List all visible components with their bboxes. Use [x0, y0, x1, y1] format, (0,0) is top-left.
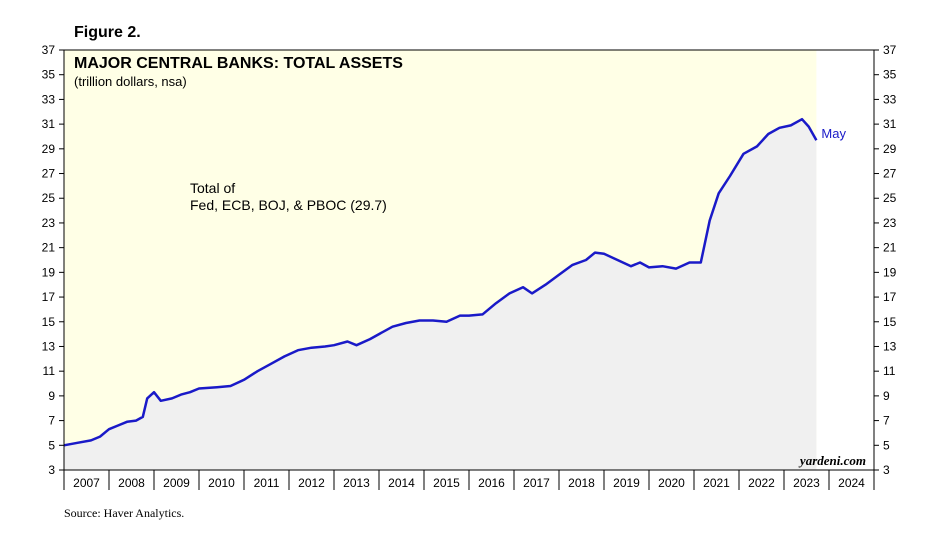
y-tick-label: 33	[42, 92, 56, 106]
y-tick-label: 23	[42, 216, 56, 230]
y-tick-label: 37	[42, 43, 56, 57]
x-tick-label: 2022	[748, 476, 775, 490]
y-tick-label: 15	[42, 315, 56, 329]
y-tick-label: 7	[48, 414, 55, 428]
annotation-line-2: Fed, ECB, BOJ, & PBOC (29.7)	[190, 197, 387, 213]
y-tick-label: 17	[42, 290, 56, 304]
y-tick-label: 3	[883, 463, 890, 477]
x-tick-label: 2020	[658, 476, 685, 490]
y-tick-label: 35	[42, 68, 56, 82]
y-tick-label: 5	[883, 438, 890, 452]
y-tick-label: 31	[883, 117, 897, 131]
x-axis: 2007 2008 2009 2010 2011 2012 2013 2014 2015 2016…	[63, 470, 875, 490]
x-tick-label: 2011	[254, 476, 280, 490]
y-tick-label: 19	[42, 265, 56, 279]
y-tick-label: 11	[883, 364, 896, 378]
y-tick-label: 3	[48, 463, 55, 477]
x-tick-label: 2016	[478, 476, 505, 490]
source-note: Source: Haver Analytics.	[64, 506, 185, 520]
y-tick-label: 7	[883, 414, 890, 428]
series-area	[64, 119, 817, 470]
y-tick-label: 15	[883, 315, 897, 329]
y-tick-label: 37	[883, 43, 897, 57]
brand-watermark: yardeni.com	[798, 453, 866, 468]
x-tick-label: 2023	[793, 476, 820, 490]
y-tick-label: 33	[883, 92, 897, 106]
y-tick-label: 13	[42, 339, 56, 353]
y-tick-label: 19	[883, 265, 897, 279]
y-tick-label: 9	[48, 389, 55, 403]
y-tick-label: 35	[883, 68, 897, 82]
y-tick-label: 27	[42, 167, 56, 181]
x-tick-label: 2017	[523, 476, 550, 490]
y-tick-label: 23	[883, 216, 897, 230]
chart-subtitle: (trillion dollars, nsa)	[74, 74, 187, 89]
y-tick-label: 11	[43, 364, 56, 378]
y-tick-label: 5	[48, 438, 55, 452]
y-tick-label: 31	[42, 117, 56, 131]
x-tick-label: 2010	[208, 476, 235, 490]
x-tick-label: 2009	[163, 476, 190, 490]
y-tick-label: 25	[883, 191, 897, 205]
x-tick-label: 2021	[703, 476, 730, 490]
figure-label: Figure 2.	[74, 24, 141, 41]
x-tick-label: 2013	[343, 476, 370, 490]
y-tick-label: 29	[883, 142, 897, 156]
y-tick-label: 25	[42, 191, 56, 205]
y-tick-label: 13	[883, 339, 897, 353]
y-tick-label: 21	[42, 241, 56, 255]
last-point-label: May	[821, 126, 846, 141]
x-tick-label: 2019	[613, 476, 640, 490]
series-line	[63, 117, 818, 447]
x-tick-label: 2008	[118, 476, 145, 490]
x-tick-label: 2012	[298, 476, 325, 490]
x-tick-label: 2024	[838, 476, 865, 490]
x-tick-label: 2007	[73, 476, 100, 490]
chart-title: MAJOR CENTRAL BANKS: TOTAL ASSETS	[74, 55, 403, 72]
y-tick-label: 21	[883, 241, 897, 255]
y-tick-label: 27	[883, 167, 897, 181]
annotation-line-1: Total of	[190, 180, 235, 196]
x-tick-label: 2014	[388, 476, 415, 490]
y-tick-label: 29	[42, 142, 56, 156]
forecast-band	[816, 50, 874, 470]
x-tick-label: 2018	[568, 476, 595, 490]
y-tick-label: 9	[883, 389, 890, 403]
x-tick-label: 2015	[433, 476, 460, 490]
y-tick-label: 17	[883, 290, 897, 304]
